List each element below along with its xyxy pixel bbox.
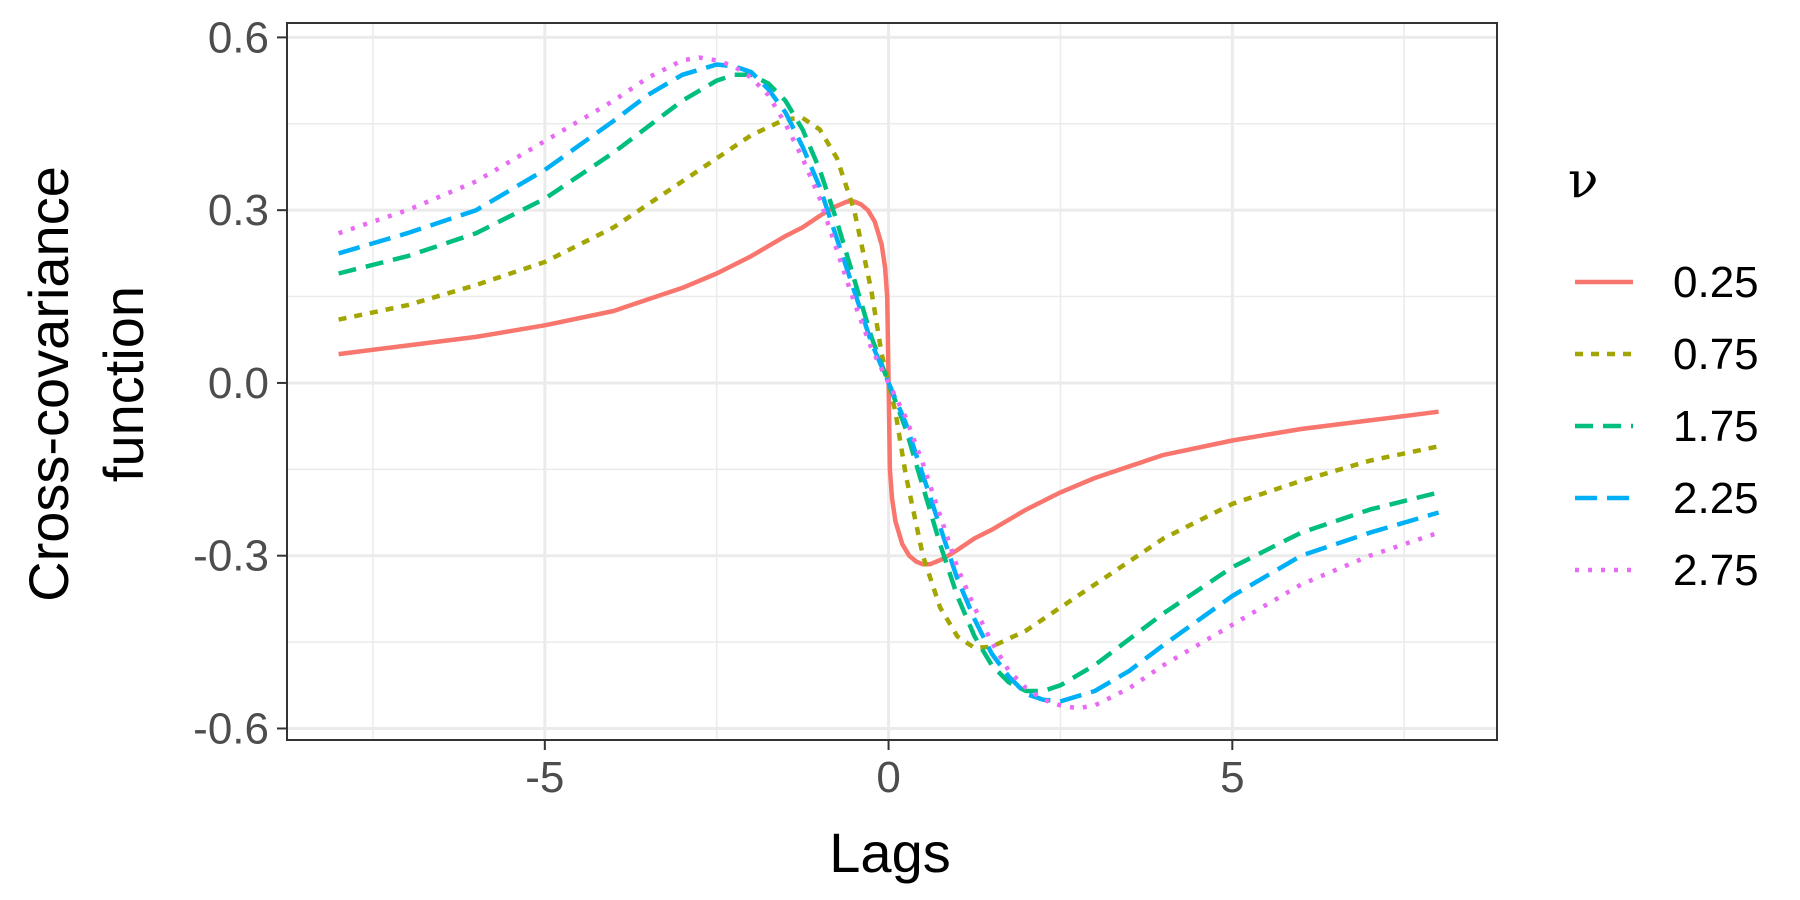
x-tick-label: -5 [525, 753, 564, 802]
axis-ticks: -0.6 -0.3 0.0 0.3 0.6 -5 0 5 [193, 13, 1244, 802]
y-tick-label: 0.6 [208, 13, 269, 62]
series-lines [337, 55, 1440, 711]
legend-title: ν [1568, 151, 1598, 209]
x-tick-label: 5 [1220, 753, 1244, 802]
series-line-1.75 [338, 72, 1440, 694]
plot-panel-border [286, 22, 1498, 741]
legend-label-2.75: 2.75 [1673, 546, 1759, 595]
y-axis-title-line-1: Cross-covariance [17, 166, 80, 602]
y-axis-title: Cross-covariance function [17, 166, 155, 602]
y-tick-label: 0.0 [208, 359, 269, 408]
legend-label-1.75: 1.75 [1673, 402, 1759, 451]
x-tick-label: 0 [876, 753, 900, 802]
y-tick-label: -0.3 [193, 532, 269, 581]
legend-label-0.75: 0.75 [1673, 330, 1759, 379]
x-axis-title: Lags [829, 821, 950, 884]
legend-label-0.25: 0.25 [1673, 258, 1759, 307]
y-tick-label: 0.3 [208, 186, 269, 235]
grid-lines [287, 23, 1497, 740]
y-tick-label: -0.6 [193, 704, 269, 753]
series-line-2.25 [337, 62, 1440, 704]
legend-label-2.25: 2.25 [1673, 474, 1759, 523]
y-axis-title-line-2: function [92, 286, 155, 482]
legend: ν 0.25 0.75 1.75 2.25 2.75 [1568, 151, 1759, 595]
